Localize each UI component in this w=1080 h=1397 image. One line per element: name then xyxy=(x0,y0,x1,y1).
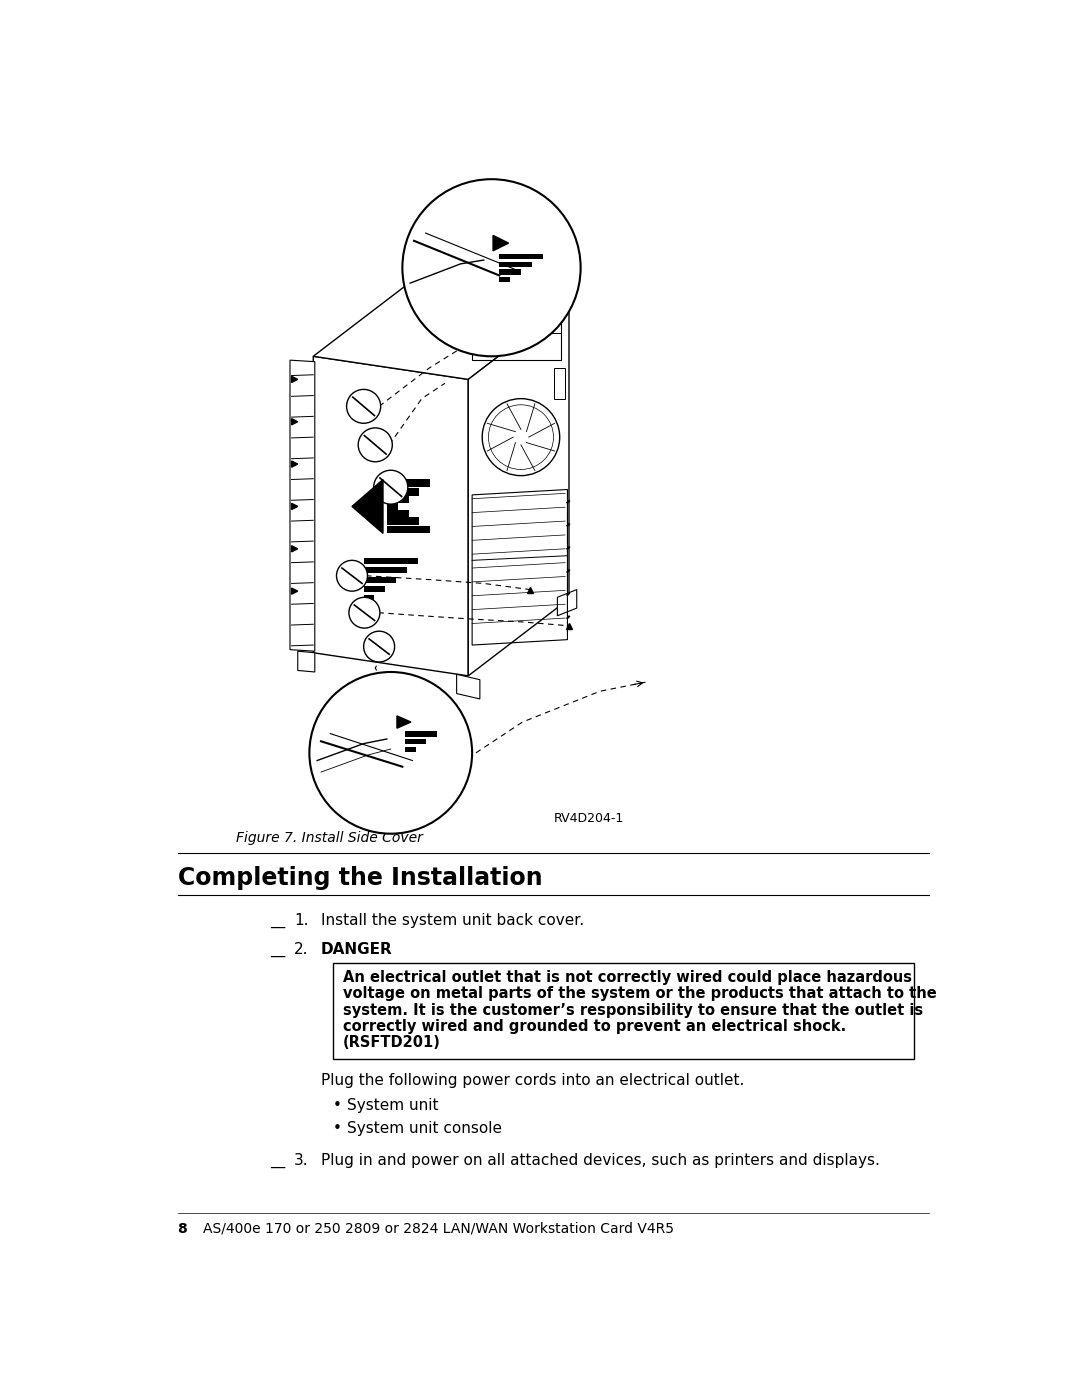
Polygon shape xyxy=(291,360,314,651)
Bar xyxy=(491,306,562,334)
Bar xyxy=(364,585,386,592)
Polygon shape xyxy=(457,675,480,698)
Text: __: __ xyxy=(271,914,286,928)
Bar xyxy=(364,557,418,564)
Bar xyxy=(387,510,408,517)
Bar xyxy=(499,254,542,260)
Polygon shape xyxy=(292,503,298,510)
Text: correctly wired and grounded to prevent an electrical shock.: correctly wired and grounded to prevent … xyxy=(342,1018,846,1034)
Circle shape xyxy=(309,672,472,834)
Text: Plug the following power cords into an electrical outlet.: Plug the following power cords into an e… xyxy=(321,1073,744,1088)
Bar xyxy=(364,595,375,601)
Bar xyxy=(387,517,419,525)
Polygon shape xyxy=(292,376,298,383)
Polygon shape xyxy=(292,588,298,594)
Bar xyxy=(405,739,427,745)
Text: 8: 8 xyxy=(177,1222,187,1236)
Bar xyxy=(387,525,430,534)
Text: 1.: 1. xyxy=(294,914,309,928)
Bar xyxy=(387,503,397,510)
Polygon shape xyxy=(292,419,298,425)
Text: •: • xyxy=(333,1122,341,1136)
Circle shape xyxy=(349,598,380,629)
Text: AS/400e 170 or 250 2809 or 2824 LAN/WAN Workstation Card V4R5: AS/400e 170 or 250 2809 or 2824 LAN/WAN … xyxy=(203,1222,674,1236)
Polygon shape xyxy=(557,590,577,616)
Bar xyxy=(387,488,419,496)
Bar xyxy=(499,270,521,275)
Bar xyxy=(364,567,407,573)
Circle shape xyxy=(337,560,367,591)
Bar xyxy=(499,277,510,282)
Bar xyxy=(333,963,914,1059)
Text: An electrical outlet that is not correctly wired could place hazardous: An electrical outlet that is not correct… xyxy=(342,970,912,985)
Polygon shape xyxy=(494,236,509,251)
Circle shape xyxy=(403,179,581,356)
Polygon shape xyxy=(298,651,314,672)
Text: System unit: System unit xyxy=(347,1098,438,1113)
Text: System unit console: System unit console xyxy=(347,1122,501,1136)
Text: __: __ xyxy=(271,1154,286,1168)
Circle shape xyxy=(359,427,392,462)
Polygon shape xyxy=(352,479,383,534)
Circle shape xyxy=(347,390,380,423)
Text: 3.: 3. xyxy=(294,1154,309,1168)
Text: 2.: 2. xyxy=(294,942,309,957)
Text: RV4D204-1: RV4D204-1 xyxy=(554,812,624,824)
Bar xyxy=(405,731,437,736)
Polygon shape xyxy=(292,546,298,552)
Circle shape xyxy=(374,471,408,504)
Circle shape xyxy=(364,631,394,662)
Text: Figure 7. Install Side Cover: Figure 7. Install Side Cover xyxy=(235,831,422,845)
Bar xyxy=(387,479,430,488)
Bar xyxy=(472,299,562,360)
Text: •: • xyxy=(333,1098,341,1113)
Bar xyxy=(499,261,531,267)
Polygon shape xyxy=(397,715,410,728)
Text: Install the system unit back cover.: Install the system unit back cover. xyxy=(321,914,584,928)
Polygon shape xyxy=(313,356,469,676)
Text: system. It is the customer’s responsibility to ensure that the outlet is: system. It is the customer’s responsibil… xyxy=(342,1003,922,1017)
Text: Completing the Installation: Completing the Installation xyxy=(177,866,542,890)
Text: (RSFTD201): (RSFTD201) xyxy=(342,1035,441,1051)
Bar xyxy=(405,746,416,752)
Bar xyxy=(387,503,397,510)
Polygon shape xyxy=(313,279,569,380)
Text: Plug in and power on all attached devices, such as printers and displays.: Plug in and power on all attached device… xyxy=(321,1154,880,1168)
Bar xyxy=(364,577,396,583)
Text: voltage on metal parts of the system or the products that attach to the: voltage on metal parts of the system or … xyxy=(342,986,936,1002)
Polygon shape xyxy=(469,302,569,676)
Bar xyxy=(554,367,565,398)
Text: __: __ xyxy=(271,942,286,957)
Text: DANGER: DANGER xyxy=(321,942,393,957)
Bar xyxy=(387,496,408,503)
Polygon shape xyxy=(292,461,298,467)
